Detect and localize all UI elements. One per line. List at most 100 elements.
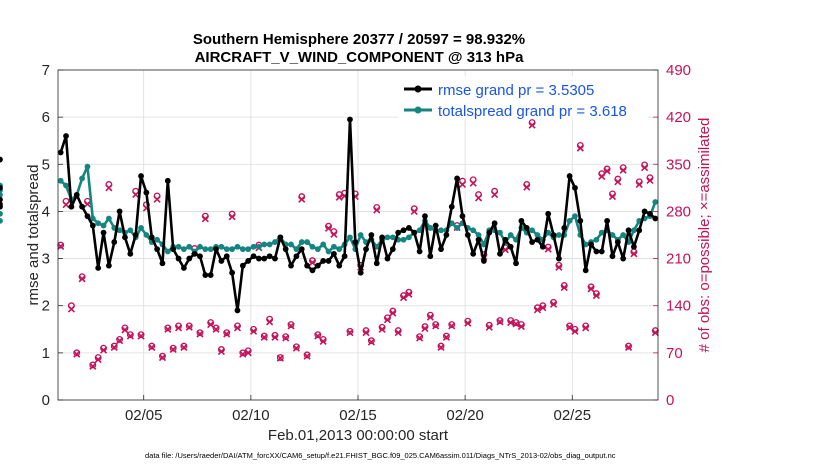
rmse-point [459, 213, 466, 220]
rmse-point [320, 258, 327, 264]
obs-assimilated-point [442, 333, 450, 341]
y-tick-label: 6 [42, 109, 50, 126]
obs-assimilated-point [282, 334, 290, 342]
obs-assimilated-point [89, 362, 97, 370]
x-axis-label: Feb.01,2013 00:00:00 start [268, 427, 449, 444]
rmse-point [609, 253, 616, 260]
totalspread-point [545, 229, 552, 236]
rmse-point [330, 250, 337, 257]
totalspread-point [116, 227, 123, 234]
obs-assimilated-point [469, 179, 477, 187]
totalspread-point [0, 210, 3, 217]
obs-assimilated-point [266, 318, 274, 326]
obs-assimilated-point [437, 343, 445, 352]
x-tick-label: 02/10 [232, 407, 270, 424]
obs-possible-point [276, 354, 284, 362]
obs-assimilated-point [448, 322, 456, 330]
rmse-point [197, 253, 203, 260]
x-tick-label: 02/25 [554, 407, 592, 424]
obs-assimilated-point [57, 242, 65, 251]
rmse-point [614, 239, 621, 245]
totalspread-point [427, 225, 434, 231]
rmse-point [68, 203, 75, 210]
obs-assimilated-point [378, 325, 386, 333]
totalspread-point [529, 227, 536, 234]
obs-assimilated-point [544, 245, 552, 253]
y-axis-label: rmse and totalspread [25, 165, 42, 306]
obs-possible-point [148, 342, 156, 350]
rmse-point [604, 217, 611, 224]
totalspread-point [0, 192, 3, 198]
obs-assimilated-point [260, 333, 268, 341]
rmse-point [89, 222, 96, 229]
obs-assimilated-point [560, 283, 568, 292]
rmse-point [432, 222, 439, 229]
totalspread-point [95, 220, 102, 227]
totalspread-point [180, 246, 187, 253]
obs-assimilated-point [158, 354, 167, 362]
obs-assimilated-point [614, 178, 622, 186]
totalspread-point [154, 236, 161, 243]
totalspread-point [250, 243, 257, 250]
rmse-point [545, 210, 552, 217]
obs-assimilated-point [121, 326, 129, 334]
obs-assimilated-point [603, 167, 611, 175]
totalspread-point [266, 241, 273, 248]
rmse-line [59, 118, 657, 312]
obs-possible-point [196, 329, 204, 337]
totalspread-point [298, 239, 305, 245]
obs-assimilated-point [148, 343, 156, 352]
rmse-point [105, 262, 112, 269]
rmse-point [202, 272, 209, 278]
totalspread-point [357, 232, 364, 238]
rmse-point [389, 246, 396, 253]
obs-assimilated-point [169, 345, 177, 354]
rmse-point [373, 260, 380, 267]
rmse-point [593, 248, 600, 255]
rmse-point [641, 208, 648, 215]
obs-possible-point [367, 337, 375, 345]
totalspread-point [620, 232, 627, 238]
totalspread-point [105, 215, 112, 222]
right-y-tick-label: 420 [666, 109, 691, 126]
rmse-point [475, 236, 482, 243]
obs-assimilated-point [421, 325, 429, 333]
rmse-point [416, 248, 423, 255]
obs-assimilated-point [592, 292, 600, 300]
obs-assimilated-point [110, 343, 118, 352]
totalspread-point [389, 234, 396, 241]
rmse-point [502, 236, 509, 243]
obs-possible-point [116, 335, 124, 343]
rmse-point [630, 243, 637, 250]
obs-assimilated-point [458, 180, 467, 189]
rmse-point [218, 258, 225, 264]
totalspread-point [293, 246, 300, 253]
obs-possible-point [73, 349, 81, 357]
obs-assimilated-point [426, 313, 434, 321]
rmse-point [277, 234, 284, 241]
totalspread-point [336, 246, 343, 253]
totalspread-point [598, 229, 605, 236]
obs-assimilated-point [233, 324, 242, 332]
obs-assimilated-point [292, 344, 300, 352]
rmse-point [625, 227, 632, 234]
totalspread-point [272, 239, 278, 245]
totalspread-point [223, 246, 230, 253]
totalspread-point [534, 232, 541, 238]
obs-assimilated-point [399, 294, 408, 302]
totalspread-point [304, 239, 311, 245]
rmse-point [122, 234, 128, 241]
totalspread-point [57, 177, 64, 184]
y-tick-labels: 0 1 2 3 4 5 6 7 [42, 62, 50, 409]
rmse-point [100, 229, 107, 236]
obs-assimilated-point [287, 322, 295, 330]
rmse-point [529, 239, 536, 245]
obs-possible-point [164, 324, 172, 332]
obs-assimilated-point [308, 259, 317, 267]
obs-assimilated-point [346, 329, 354, 337]
obs-possible-point [437, 342, 445, 350]
obs-assimilated-point [196, 330, 204, 338]
obs-assimilated-point [619, 166, 627, 174]
rmse-point [0, 196, 3, 203]
rmse-point [422, 213, 428, 220]
